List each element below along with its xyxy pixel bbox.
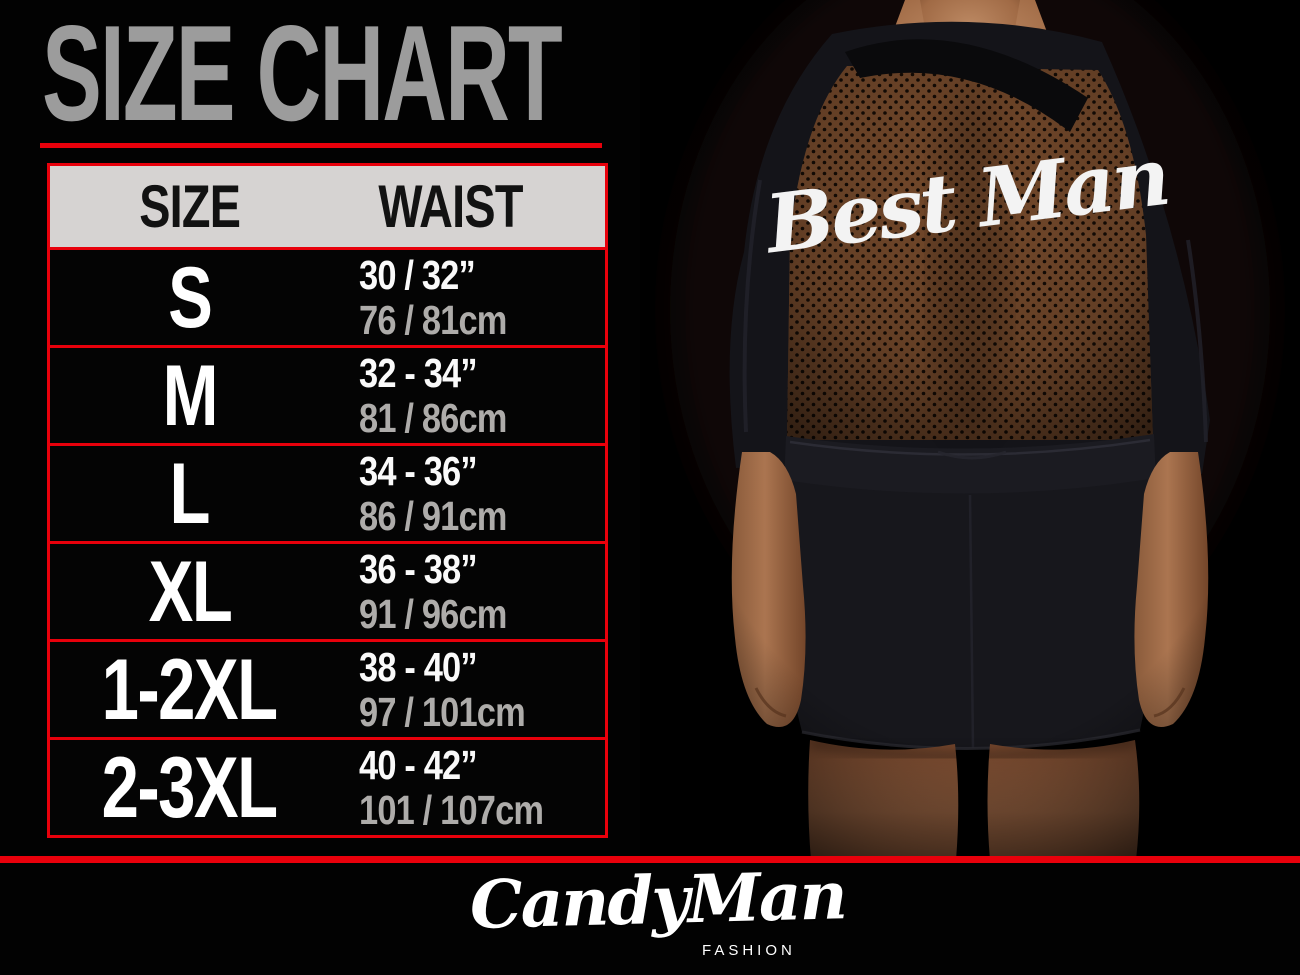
header-size-cell: SIZE: [50, 172, 329, 241]
waist-cm: 76 / 81cm: [359, 296, 507, 343]
waist-cell: 34 - 36” 86 / 91cm: [329, 447, 605, 539]
size-table: SIZE WAIST S 30 / 32” 76 / 81cm M 32 - 3…: [47, 163, 608, 838]
waist-cm: 101 / 107cm: [359, 786, 544, 833]
size-value: 1-2XL: [102, 641, 278, 738]
table-row: XL 36 - 38” 91 / 96cm: [47, 541, 608, 642]
product-photo: Best Man: [640, 0, 1300, 860]
waist-cell: 30 / 32” 76 / 81cm: [329, 251, 605, 343]
waist-cell: 36 - 38” 91 / 96cm: [329, 545, 605, 637]
size-value: 2-3XL: [102, 739, 278, 836]
bottom-divider: [0, 856, 1300, 863]
waist-inches: 34 - 36”: [359, 447, 478, 494]
size-value: L: [169, 445, 211, 542]
vignette: [640, 0, 1300, 860]
header-waist-cell: WAIST: [329, 172, 605, 241]
waist-cell: 40 - 42” 101 / 107cm: [329, 741, 605, 833]
size-value: S: [167, 249, 213, 346]
table-header-row: SIZE WAIST: [47, 163, 608, 250]
waist-cm: 81 / 86cm: [359, 394, 507, 441]
waist-cm: 86 / 91cm: [359, 492, 507, 539]
table-row: 1-2XL 38 - 40” 97 / 101cm: [47, 639, 608, 740]
table-row: S 30 / 32” 76 / 81cm: [47, 247, 608, 348]
size-cell: XL: [50, 549, 329, 635]
size-cell: M: [50, 353, 329, 439]
brand-sub-label: FASHION: [702, 942, 796, 959]
model-back-photo: Best Man: [640, 0, 1300, 860]
waist-inches: 32 - 34”: [359, 349, 478, 396]
waist-inches: 36 - 38”: [359, 545, 478, 592]
waist-cell: 38 - 40” 97 / 101cm: [329, 643, 605, 735]
waist-cell: 32 - 34” 81 / 86cm: [329, 349, 605, 441]
header-size-label: SIZE: [139, 173, 241, 240]
size-value: XL: [148, 543, 232, 640]
waist-inches: 40 - 42”: [359, 741, 478, 788]
waist-inches: 38 - 40”: [359, 643, 478, 690]
waist-cm: 91 / 96cm: [359, 590, 507, 637]
size-cell: 1-2XL: [50, 647, 329, 733]
table-row: M 32 - 34” 81 / 86cm: [47, 345, 608, 446]
page-title: SIZE CHART: [42, 0, 563, 149]
title-underline: [40, 143, 602, 148]
size-cell: S: [50, 255, 329, 341]
waist-cm: 97 / 101cm: [359, 688, 526, 735]
size-cell: L: [50, 451, 329, 537]
table-row: 2-3XL 40 - 42” 101 / 107cm: [47, 737, 608, 838]
waist-inches: 30 / 32”: [359, 251, 476, 298]
brand-logo: CandyMan FASHION: [469, 856, 850, 970]
header-waist-label: WAIST: [377, 173, 523, 240]
table-row: L 34 - 36” 86 / 91cm: [47, 443, 608, 544]
size-cell: 2-3XL: [50, 745, 329, 831]
brand-name: CandyMan: [468, 856, 847, 944]
size-value: M: [162, 347, 218, 444]
